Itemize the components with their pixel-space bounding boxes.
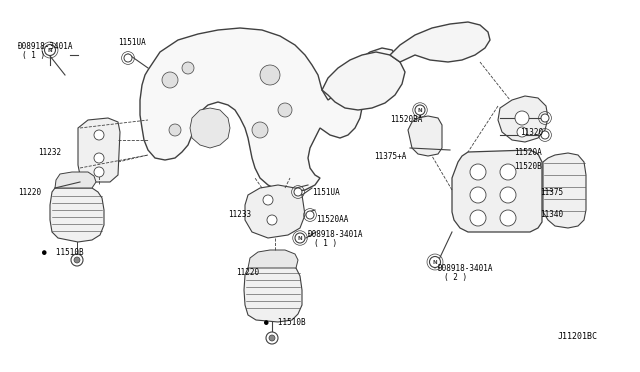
Circle shape <box>278 103 292 117</box>
Circle shape <box>71 254 83 266</box>
Text: N: N <box>48 48 52 52</box>
Polygon shape <box>245 185 305 238</box>
Polygon shape <box>50 188 104 242</box>
Text: Ð08918-3401A: Ð08918-3401A <box>308 230 364 239</box>
Text: ●  11510B: ● 11510B <box>42 248 84 257</box>
Text: 1151UA: 1151UA <box>312 188 340 197</box>
Circle shape <box>124 54 132 62</box>
Circle shape <box>267 215 277 225</box>
Circle shape <box>541 114 549 122</box>
Text: ( 1 ): ( 1 ) <box>314 239 337 248</box>
Circle shape <box>162 72 178 88</box>
Text: 11520BA: 11520BA <box>390 115 422 124</box>
Circle shape <box>470 164 486 180</box>
Circle shape <box>470 210 486 226</box>
Text: 11220: 11220 <box>236 268 259 277</box>
Circle shape <box>74 257 80 263</box>
Circle shape <box>500 164 516 180</box>
Text: 11233: 11233 <box>228 210 251 219</box>
Polygon shape <box>322 52 405 110</box>
Polygon shape <box>244 264 302 322</box>
Text: N: N <box>418 108 422 112</box>
Circle shape <box>169 124 181 136</box>
Polygon shape <box>498 96 548 142</box>
Circle shape <box>260 65 280 85</box>
Circle shape <box>306 211 314 219</box>
Polygon shape <box>55 172 96 188</box>
Polygon shape <box>140 28 398 192</box>
Circle shape <box>94 167 104 177</box>
Circle shape <box>470 187 486 203</box>
Text: 11340: 11340 <box>540 210 563 219</box>
Text: 11520B: 11520B <box>514 162 541 171</box>
Text: Ð08918-3401A: Ð08918-3401A <box>18 42 74 51</box>
Circle shape <box>45 45 56 55</box>
Circle shape <box>182 62 194 74</box>
Text: 11220: 11220 <box>18 188 41 197</box>
Text: N: N <box>433 260 437 264</box>
Circle shape <box>429 257 440 267</box>
Text: 11375+A: 11375+A <box>374 152 406 161</box>
Text: Ð08918-3401A: Ð08918-3401A <box>438 264 493 273</box>
Text: ( 2 ): ( 2 ) <box>444 273 467 282</box>
Polygon shape <box>452 150 542 232</box>
Circle shape <box>252 122 268 138</box>
Text: J11201BC: J11201BC <box>558 332 598 341</box>
Text: 11520AA: 11520AA <box>316 215 348 224</box>
Text: 11375: 11375 <box>540 188 563 197</box>
Circle shape <box>294 188 302 196</box>
Circle shape <box>295 233 305 243</box>
Circle shape <box>500 210 516 226</box>
Text: N: N <box>298 235 302 241</box>
Polygon shape <box>190 108 230 148</box>
Text: ( 1 ): ( 1 ) <box>22 51 45 60</box>
Text: 11320: 11320 <box>520 128 543 137</box>
Text: 1151UA: 1151UA <box>118 38 146 47</box>
Text: 11232: 11232 <box>38 148 61 157</box>
Polygon shape <box>248 250 298 268</box>
Polygon shape <box>390 22 490 62</box>
Circle shape <box>269 335 275 341</box>
Text: ●  11510B: ● 11510B <box>264 318 306 327</box>
Circle shape <box>500 187 516 203</box>
Polygon shape <box>78 118 120 182</box>
Circle shape <box>94 153 104 163</box>
Polygon shape <box>543 153 586 228</box>
Circle shape <box>266 332 278 344</box>
Circle shape <box>94 130 104 140</box>
Text: 11520A: 11520A <box>514 148 541 157</box>
Circle shape <box>515 111 529 125</box>
Circle shape <box>541 131 549 139</box>
Circle shape <box>517 127 527 137</box>
Circle shape <box>263 195 273 205</box>
Polygon shape <box>408 116 442 156</box>
Circle shape <box>415 105 425 115</box>
